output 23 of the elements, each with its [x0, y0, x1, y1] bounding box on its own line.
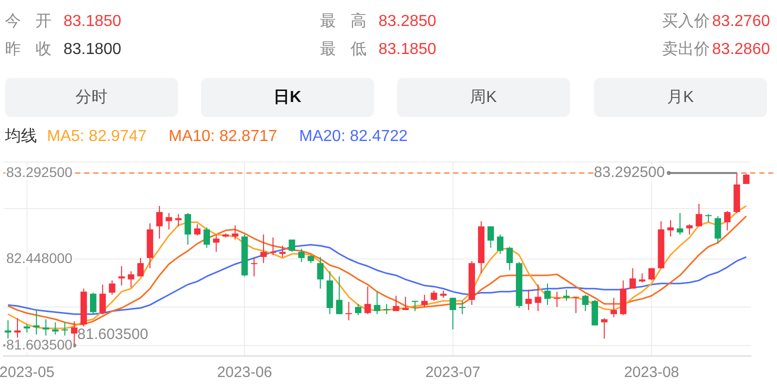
y-tick-label: 81.603500 [6, 336, 73, 352]
x-tick-label: 2023-06 [217, 364, 272, 382]
annotation: 81.603500 [77, 326, 148, 344]
text: 月K [594, 78, 767, 117]
x-tick-label: 2023-07 [425, 364, 480, 382]
text: 买入价83.2760 [662, 13, 770, 30]
text: MA5: 82.9747 [47, 128, 147, 145]
text: 卖出价83.2860 [662, 41, 770, 58]
text: 最 高 83.2850 [320, 13, 436, 30]
y-tick-label: 83.292500 [6, 164, 73, 180]
text: 今 开 83.1850 [5, 13, 122, 30]
y-tick-label: 82.448000 [6, 250, 73, 266]
x-tick-label: 2023-08 [624, 364, 680, 382]
text: 周K [397, 78, 570, 117]
text: 最 低 83.1850 [320, 41, 436, 58]
text: MA20: 82.4722 [299, 128, 408, 145]
text: 分时 [5, 78, 178, 117]
legend-title: 均线 [5, 128, 37, 145]
x-tick-label: 2023-05 [0, 364, 54, 382]
text: 昨 收 83.1800 [5, 41, 122, 58]
annotation: 83.292500 [594, 164, 665, 182]
text: MA10: 82.8717 [168, 128, 278, 145]
text: 日K [201, 78, 374, 117]
